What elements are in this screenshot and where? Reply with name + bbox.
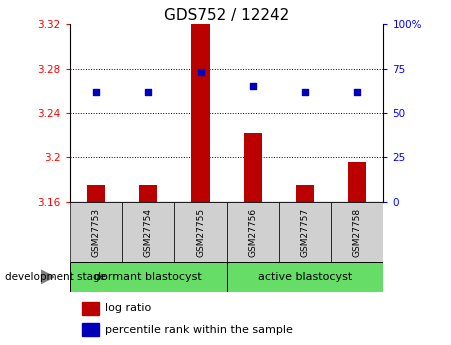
- Bar: [191, 13, 210, 202]
- Text: GSM27755: GSM27755: [196, 207, 205, 257]
- Bar: [82, 302, 99, 315]
- Point: [92, 89, 100, 95]
- Title: GDS752 / 12242: GDS752 / 12242: [164, 8, 289, 23]
- Bar: [279, 202, 331, 262]
- Bar: [122, 202, 175, 262]
- Text: GSM27757: GSM27757: [300, 207, 309, 257]
- Text: GSM27758: GSM27758: [353, 207, 362, 257]
- Bar: [226, 262, 383, 292]
- Bar: [82, 323, 99, 336]
- Text: dormant blastocyst: dormant blastocyst: [94, 272, 202, 282]
- Text: active blastocyst: active blastocyst: [258, 272, 352, 282]
- Bar: [139, 185, 157, 202]
- Bar: [70, 202, 122, 262]
- Bar: [175, 202, 226, 262]
- Point: [301, 89, 308, 95]
- Polygon shape: [41, 270, 54, 284]
- Point: [354, 89, 361, 95]
- Text: GSM27753: GSM27753: [92, 207, 101, 257]
- Text: percentile rank within the sample: percentile rank within the sample: [105, 325, 293, 335]
- Text: GSM27754: GSM27754: [144, 207, 153, 257]
- Bar: [296, 185, 314, 202]
- Point: [197, 69, 204, 75]
- Text: GSM27756: GSM27756: [248, 207, 257, 257]
- Bar: [331, 202, 383, 262]
- Point: [249, 83, 256, 89]
- Bar: [70, 262, 226, 292]
- Bar: [87, 185, 105, 202]
- Point: [145, 89, 152, 95]
- Bar: [226, 202, 279, 262]
- Bar: [244, 133, 262, 202]
- Text: development stage: development stage: [5, 272, 106, 282]
- Text: log ratio: log ratio: [105, 304, 151, 313]
- Bar: [348, 162, 366, 202]
